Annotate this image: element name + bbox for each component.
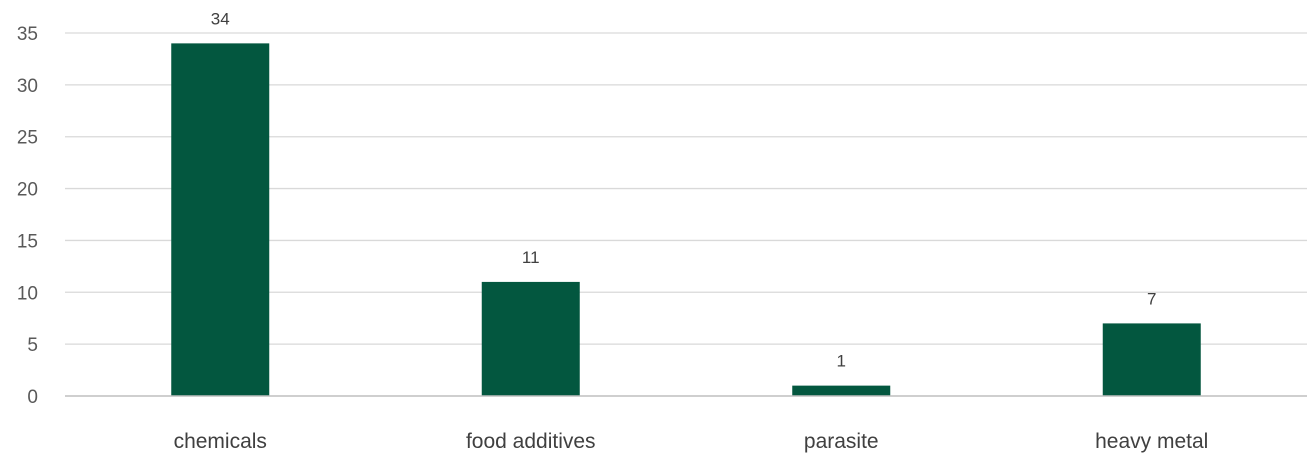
bar xyxy=(792,385,891,396)
gridlines xyxy=(65,32,1307,345)
data-label: 11 xyxy=(522,248,540,267)
bar xyxy=(1102,323,1201,396)
y-tick-label: 30 xyxy=(17,76,38,97)
y-tick-label: 15 xyxy=(17,231,38,252)
y-tick-label: 0 xyxy=(27,387,38,408)
bar xyxy=(481,281,580,396)
y-axis: 0 5 10 15 20 25 30 35 xyxy=(17,24,38,408)
y-tick-label: 25 xyxy=(17,128,38,149)
y-tick-label: 10 xyxy=(17,283,38,304)
x-category-label: heavy metal xyxy=(1095,430,1208,453)
x-axis: chemicals food additives parasite heavy met… xyxy=(65,395,1307,453)
bars xyxy=(171,43,1201,396)
x-category-label: chemicals xyxy=(174,430,267,453)
bar xyxy=(171,43,270,396)
x-category-label: parasite xyxy=(804,430,879,453)
x-category-label: food additives xyxy=(466,430,596,453)
y-tick-label: 35 xyxy=(17,24,38,45)
y-tick-label: 5 xyxy=(27,335,38,356)
y-tick-label: 20 xyxy=(17,180,38,201)
data-label: 7 xyxy=(1147,289,1156,308)
data-label: 34 xyxy=(211,9,230,28)
data-label: 1 xyxy=(837,352,846,371)
